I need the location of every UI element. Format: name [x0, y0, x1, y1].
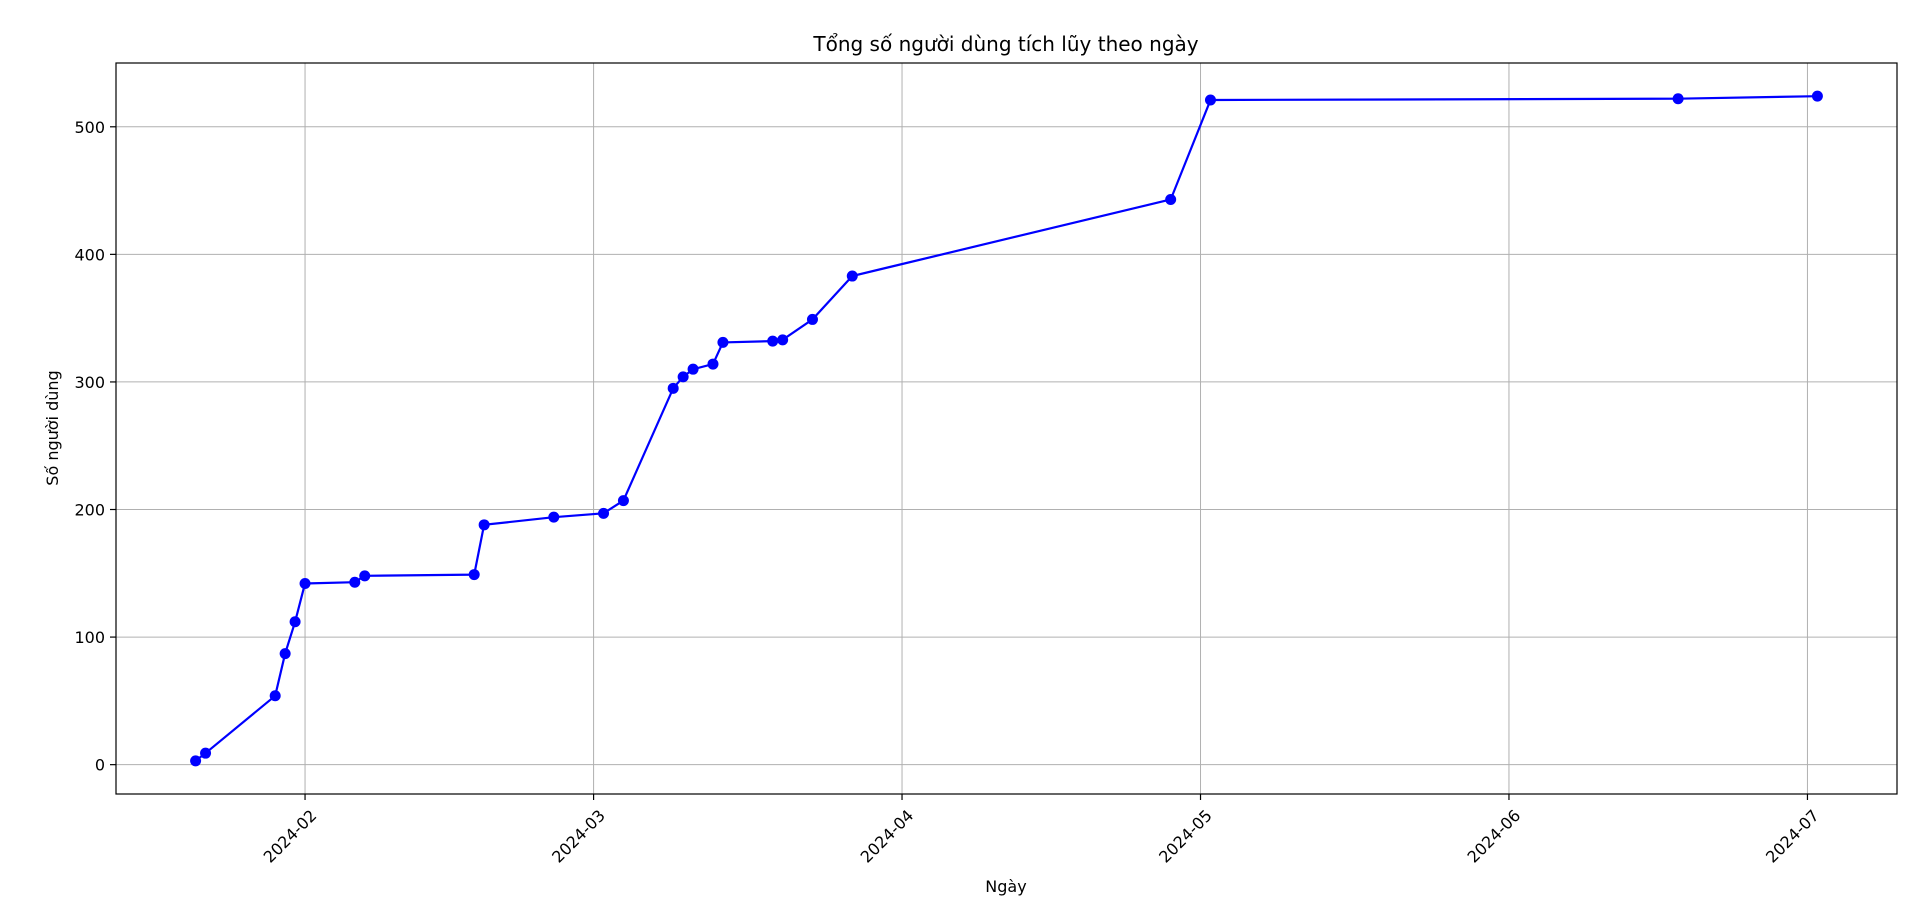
x-tick-label: 2024-03: [548, 806, 609, 867]
x-tick-label: 2024-05: [1155, 806, 1216, 867]
chart-title: Tổng số người dùng tích lũy theo ngày: [812, 32, 1198, 56]
series-layer: [190, 90, 1823, 767]
grid-lines: [116, 63, 1897, 794]
data-point: [289, 616, 301, 628]
data-point: [806, 313, 818, 325]
data-point: [279, 648, 291, 660]
x-tick-label: 2024-06: [1464, 806, 1525, 867]
data-point: [1165, 194, 1177, 206]
data-point: [269, 690, 281, 702]
data-point: [677, 371, 689, 383]
y-tick-label: 400: [74, 245, 105, 264]
data-point: [349, 576, 361, 588]
data-point: [1204, 94, 1216, 106]
y-tick-label: 100: [74, 628, 105, 647]
data-point: [846, 270, 858, 282]
data-point: [617, 495, 629, 507]
y-tick-label: 300: [74, 373, 105, 392]
data-point: [359, 570, 371, 582]
data-point: [200, 747, 212, 759]
data-point: [468, 569, 480, 581]
data-point: [687, 363, 699, 375]
plot-frame: [115, 62, 1898, 795]
x-axis-label: Ngày: [985, 877, 1026, 896]
data-point: [598, 507, 610, 519]
data-point: [667, 382, 679, 394]
data-point: [478, 519, 490, 531]
y-axis-label: Số người dùng: [43, 370, 62, 485]
data-point: [1672, 93, 1684, 105]
axes: 0 100 200 300 400 500 2024-02 2024-03 2024-04 202…: [74, 62, 1898, 867]
data-point: [717, 336, 729, 348]
data-point: [299, 578, 311, 590]
x-tick-label: 2024-04: [857, 806, 918, 867]
data-point: [1811, 90, 1823, 102]
data-point: [767, 335, 779, 347]
series-line: [194, 95, 1818, 762]
y-tick-label: 500: [74, 118, 105, 137]
x-tick-label: 2024-02: [260, 806, 321, 867]
y-tick-label: 0: [95, 756, 105, 775]
y-tick-label: 200: [74, 501, 105, 520]
x-tick-label: 2024-07: [1762, 806, 1823, 867]
data-point: [707, 358, 719, 370]
data-point: [548, 511, 560, 523]
data-point: [777, 334, 789, 346]
data-point: [190, 755, 202, 767]
